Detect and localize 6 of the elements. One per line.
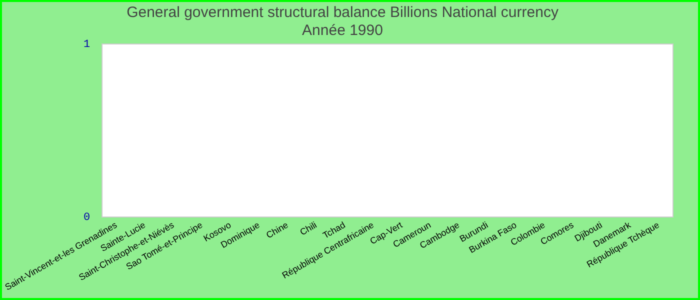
x-tick-label: Chili xyxy=(298,220,318,238)
x-tick-label: Chine xyxy=(264,220,290,240)
chart-subtitle: Année 1990 xyxy=(302,22,383,40)
y-tick-label: 1 xyxy=(83,38,90,51)
chart-title: General government structural balance Billions National currency xyxy=(126,4,559,22)
y-tick-label: 0 xyxy=(83,212,90,224)
